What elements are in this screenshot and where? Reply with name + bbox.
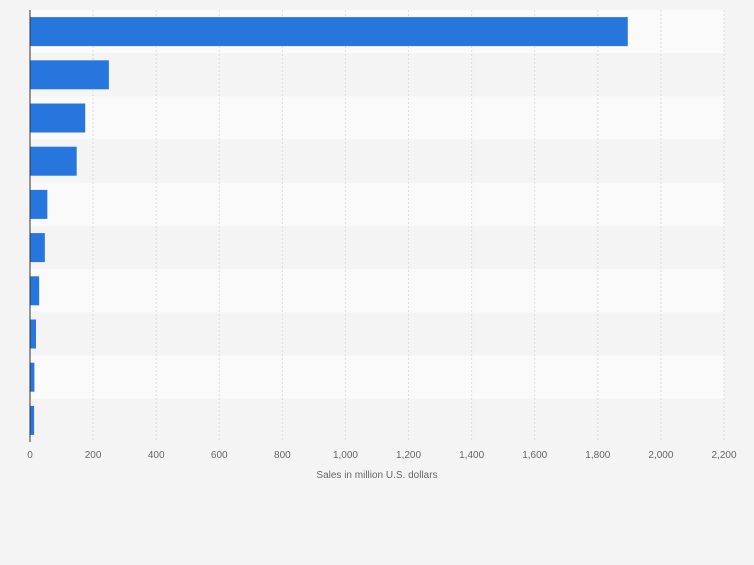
bar	[30, 319, 36, 349]
bar	[30, 276, 40, 306]
x-tick-label: 0	[27, 450, 33, 461]
row-band	[30, 139, 724, 183]
bar	[30, 362, 35, 392]
row-band	[30, 182, 724, 226]
x-tick-label: 1,000	[333, 450, 358, 461]
gridlines	[92, 10, 725, 442]
x-tick-label: 800	[274, 450, 291, 461]
x-tick-label: 2,200	[711, 450, 736, 461]
row-band	[30, 312, 724, 356]
row-band	[30, 226, 724, 270]
row-band	[30, 96, 724, 140]
row-band	[30, 398, 724, 442]
x-tick-label: 200	[85, 450, 102, 461]
bar	[30, 233, 45, 263]
bar	[30, 17, 628, 47]
bar	[30, 60, 109, 90]
bar	[30, 189, 48, 219]
bar	[30, 405, 35, 435]
x-tick-labels: 0 200 400 600 800 1,000 1,200 1,400 1,600 1,800 2,…	[27, 450, 737, 461]
x-tick-label: 2,000	[648, 450, 673, 461]
x-tick-label: 1,200	[396, 450, 421, 461]
bars	[30, 17, 628, 435]
row-band	[30, 53, 724, 97]
row-bands	[30, 10, 724, 442]
x-tick-label: 1,600	[522, 450, 547, 461]
bar	[30, 146, 77, 176]
row-band	[30, 269, 724, 313]
x-tick-label: 1,800	[585, 450, 610, 461]
x-tick-label: 400	[148, 450, 165, 461]
x-tick-label: 1,400	[459, 450, 484, 461]
bar	[30, 103, 86, 133]
x-tick-label: 600	[211, 450, 228, 461]
row-band	[30, 355, 724, 399]
x-axis-label: Sales in million U.S. dollars	[316, 470, 437, 481]
